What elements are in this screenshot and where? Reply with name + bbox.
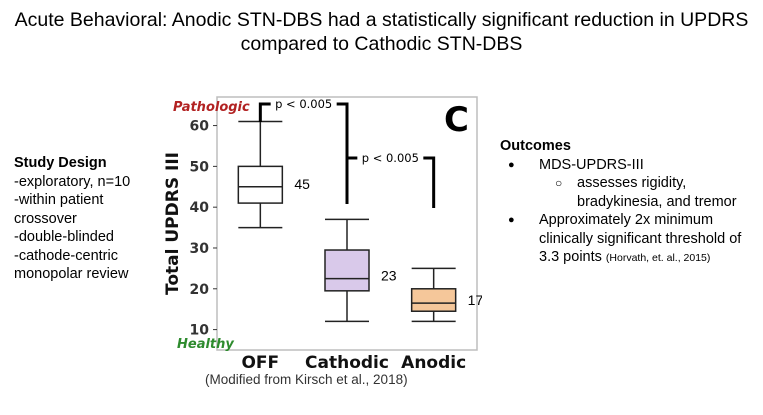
outcome-subitem: assesses rigidity, bradykinesia, and tre… [500, 174, 762, 211]
x-tick-label: Cathodic [305, 353, 389, 370]
x-tick-label: OFF [241, 353, 279, 370]
slide-title: Acute Behavioral: Anodic STN-DBS had a s… [0, 8, 763, 56]
y-axis-label: Total UPDRS III [163, 152, 183, 295]
outcome-item: Approximately 2x minimum clinically sign… [500, 211, 762, 268]
study-design-line: -double-blinded [14, 229, 114, 245]
figure-caption: (Modified from Kirsch et al., 2018) [205, 372, 408, 387]
significance-label: p < 0.005 [362, 151, 419, 165]
plot-frame [216, 96, 478, 351]
box-iqr [410, 288, 457, 312]
y-tick-label: 50 [190, 159, 210, 175]
slide-title-line-2: compared to Cathodic STN-DBS [240, 33, 523, 55]
updrs-boxplot-chart: 10 20 30 40 50 60 Total UPDRS III C Pathologic He… [163, 96, 482, 370]
y-tick-label: 40 [190, 200, 210, 216]
outcome-item-text: Approximately 2x minimum clinically sign… [539, 212, 742, 265]
x-tick-label: Anodic [401, 353, 466, 370]
study-design-heading: Study Design [14, 155, 107, 171]
panel-letter: C [444, 100, 469, 140]
study-design-line: monopolar review [14, 266, 129, 282]
box-value-label: 17 [468, 292, 482, 308]
outcome-subitem-text: assesses rigidity, bradykinesia, and tre… [577, 175, 737, 210]
outcome-item-text: MDS-UPDRS-III [539, 156, 644, 173]
outcomes: Outcomes MDS-UPDRS-III assesses rigidity… [500, 137, 762, 268]
pathologic-label: Pathologic [173, 100, 250, 115]
study-design-line: -exploratory, n=10 [14, 173, 131, 190]
outcomes-heading: Outcomes [500, 138, 571, 154]
y-tick-label: 20 [190, 282, 210, 298]
significance-label: p < 0.005 [275, 97, 332, 111]
study-design-line: -within patient [14, 192, 104, 208]
significance-bracket [345, 156, 436, 208]
study-design-line: crossover [14, 210, 77, 227]
box-value-label: 23 [381, 268, 397, 284]
study-design: Study Design -exploratory, n=10 -within … [14, 154, 174, 284]
outcome-item: MDS-UPDRS-III [500, 156, 762, 175]
box-iqr [237, 165, 284, 204]
healthy-label: Healthy [177, 337, 234, 352]
y-tick-label: 10 [190, 323, 210, 339]
y-tick-label: 60 [190, 119, 210, 135]
y-tick-label: 30 [190, 241, 210, 257]
box-iqr [324, 249, 370, 292]
box-value-label: 45 [294, 176, 310, 192]
outcome-citation: (Horvath, et. al., 2015) [605, 252, 711, 264]
outcomes-list: MDS-UPDRS-III assesses rigidity, bradyki… [500, 156, 762, 268]
slide-title-line-1: Acute Behavioral: Anodic STN-DBS had a s… [14, 9, 749, 31]
study-design-line: -cathode-centric [14, 247, 118, 264]
